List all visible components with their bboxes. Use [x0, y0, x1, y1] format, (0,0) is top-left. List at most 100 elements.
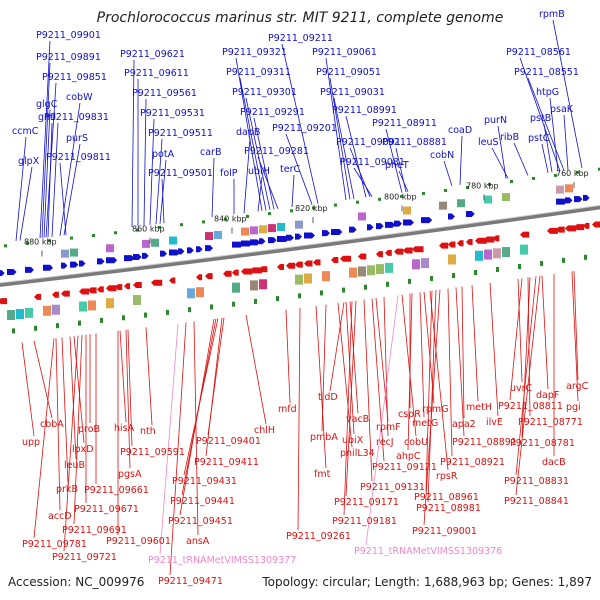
forward-gene-label-p9211-09511[interactable]: P9211_09511	[148, 128, 213, 139]
reverse-gene-label-pgsa[interactable]: pgsA	[118, 469, 142, 480]
forward-gene-label-p9211-09811[interactable]: P9211_09811	[46, 152, 111, 163]
forward-gene-label-p9211-08881[interactable]: P9211_08881	[382, 137, 447, 148]
forward-gene-label-leus[interactable]: leuS	[478, 137, 499, 148]
forward-gene-label-p9211-09621[interactable]: P9211_09621	[120, 49, 185, 60]
reverse-gene-label-tldd[interactable]: tldD	[318, 392, 338, 403]
reverse-gene-label-uvrc[interactable]: uvrC	[510, 383, 533, 394]
reverse-gene-label-upp[interactable]: upp	[22, 437, 40, 448]
reverse-gene-label-nth[interactable]: nth	[140, 426, 156, 437]
forward-gene-label-p9211-09561[interactable]: P9211_09561	[132, 88, 197, 99]
forward-gene-label-p9211-08561[interactable]: P9211_08561	[506, 47, 571, 58]
forward-gene-label-p9211-09501[interactable]: P9211_09501	[148, 168, 213, 179]
reverse-gene-label-argc[interactable]: argC	[566, 381, 589, 392]
reverse-gene-label-p9211-09441[interactable]: P9211_09441	[170, 496, 235, 507]
forward-gene-label-ribb[interactable]: ribB	[500, 132, 519, 143]
reverse-gene-label-rpmg[interactable]: rpmG	[422, 404, 449, 415]
reverse-gene-label-p9211-09261[interactable]: P9211_09261	[286, 531, 351, 542]
reverse-gene-label-mfd[interactable]: mfd	[278, 404, 297, 415]
reverse-gene-label-vacb[interactable]: vacB	[346, 414, 369, 425]
forward-gene-label-htpg[interactable]: htpG	[536, 87, 559, 98]
forward-gene-label-p9211-09831[interactable]: P9211_09831	[44, 112, 109, 123]
forward-gene-label-p9211-09091[interactable]: P9211_09091	[336, 137, 401, 148]
reverse-gene-label-p9211-09601[interactable]: P9211_09601	[106, 536, 171, 547]
reverse-gene-label-accd[interactable]: accD	[48, 511, 72, 522]
reverse-gene-label-meth[interactable]: metH	[466, 402, 492, 413]
reverse-gene-label-pnill34[interactable]: pnilL34	[340, 448, 375, 459]
forward-gene-label-p9211-09281[interactable]: P9211_09281	[244, 146, 309, 157]
forward-gene-label-cobw[interactable]: cobW	[66, 92, 93, 103]
forward-gene-label-folp[interactable]: folP	[220, 168, 238, 179]
reverse-gene-label-dacb[interactable]: dacB	[542, 457, 566, 468]
reverse-gene-label-p9211-08841[interactable]: P9211_08841	[504, 496, 569, 507]
forward-gene-label-rpmb[interactable]: rpmB	[539, 9, 565, 20]
reverse-gene-label-p9211-09691[interactable]: P9211_09691	[62, 525, 127, 536]
forward-gene-label-p9211-09081[interactable]: P9211_09081	[340, 157, 405, 168]
reverse-gene-label-prob[interactable]: proB	[78, 424, 100, 435]
reverse-gene-label-lpxd[interactable]: lpxD	[72, 444, 94, 455]
forward-gene-label-ubih[interactable]: ubiH	[248, 166, 270, 177]
forward-gene-label-p9211-08551[interactable]: P9211_08551	[514, 67, 579, 78]
forward-gene-label-p9211-08911[interactable]: P9211_08911	[372, 118, 437, 129]
reverse-gene-label-hisa[interactable]: hisA	[114, 423, 135, 434]
reverse-gene-label-pmba[interactable]: pmbA	[310, 432, 338, 443]
forward-gene-label-glpx[interactable]: glpX	[18, 156, 40, 167]
reverse-gene-label-p9211-trnametvimss1309376[interactable]: P9211_tRNAMetVIMSS1309376	[354, 546, 502, 557]
forward-gene-label-p9211-09311[interactable]: P9211_09311	[226, 67, 291, 78]
reverse-gene-label-rpsr[interactable]: rpsR	[436, 471, 458, 482]
reverse-gene-label-leub[interactable]: leuB	[64, 460, 85, 471]
forward-gene-label-carb[interactable]: carB	[200, 147, 221, 158]
forward-gene-label-p9211-09211[interactable]: P9211_09211	[268, 33, 333, 44]
forward-gene-label-pstb[interactable]: pstB	[530, 113, 551, 124]
reverse-gene-label-p9211-08961[interactable]: P9211_08961	[414, 492, 479, 503]
reverse-gene-label-p9211-09661[interactable]: P9211_09661	[84, 485, 149, 496]
reverse-gene-label-p9211-08831[interactable]: P9211_08831	[504, 476, 569, 487]
reverse-gene-label-p9211-09591[interactable]: P9211_09591	[120, 447, 185, 458]
reverse-gene-label-p9211-08771[interactable]: P9211_08771	[518, 417, 583, 428]
reverse-gene-label-rpmf[interactable]: rpmF	[376, 422, 401, 433]
reverse-gene-label-p9211-09471[interactable]: P9211_09471	[158, 576, 223, 587]
reverse-gene-label-dapf[interactable]: dapF	[536, 390, 559, 401]
forward-gene-label-p9211-09201[interactable]: P9211_09201	[272, 123, 337, 134]
forward-gene-label-psak[interactable]: psaK	[550, 104, 574, 115]
forward-gene-label-purs[interactable]: purS	[66, 133, 88, 144]
reverse-gene-label-ilve[interactable]: ilvE	[486, 417, 503, 428]
forward-gene-label-pota[interactable]: potA	[152, 149, 175, 160]
reverse-gene-label-ubix[interactable]: ubiX	[342, 435, 364, 446]
reverse-gene-label-p9211-09431[interactable]: P9211_09431	[172, 476, 237, 487]
reverse-gene-label-apa2[interactable]: apa2	[452, 419, 476, 430]
reverse-gene-label-p9211-09181[interactable]: P9211_09181	[332, 516, 397, 527]
reverse-gene-label-p9211-09171[interactable]: P9211_09171	[334, 497, 399, 508]
reverse-gene-label-pgi[interactable]: pgi	[566, 402, 581, 413]
forward-gene-label-p9211-09851[interactable]: P9211_09851	[42, 72, 107, 83]
forward-gene-label-p9211-09291[interactable]: P9211_09291	[240, 107, 305, 118]
forward-gene-label-p9211-09061[interactable]: P9211_09061	[312, 47, 377, 58]
forward-gene-label-p9211-08991[interactable]: P9211_08991	[332, 105, 397, 116]
forward-gene-label-ccmc[interactable]: ccmC	[12, 126, 39, 137]
reverse-gene-label-cspr[interactable]: cspR	[398, 409, 421, 420]
forward-gene-label-phet[interactable]: pheT	[385, 160, 409, 171]
reverse-gene-label-p9211-09411[interactable]: P9211_09411	[194, 457, 259, 468]
reverse-gene-label-p9211-09781[interactable]: P9211_09781	[22, 539, 87, 550]
reverse-gene-label-p9211-09721[interactable]: P9211_09721	[52, 552, 117, 563]
forward-gene-label-p9211-09051[interactable]: P9211_09051	[316, 67, 381, 78]
reverse-gene-label-p9211-09451[interactable]: P9211_09451	[168, 516, 233, 527]
reverse-gene-label-cbba[interactable]: cbbA	[40, 419, 64, 430]
reverse-gene-label-p9211-08891[interactable]: P9211_08891	[452, 437, 517, 448]
reverse-gene-label-p9211-09671[interactable]: P9211_09671	[74, 504, 139, 515]
forward-gene-label-cobn[interactable]: cobN	[430, 150, 454, 161]
forward-gene-label-p9211-09891[interactable]: P9211_09891	[36, 52, 101, 63]
reverse-gene-label-p9211-09131[interactable]: P9211_09131	[360, 482, 425, 493]
reverse-gene-label-cobu[interactable]: cobU	[404, 437, 428, 448]
reverse-gene-label-ansa[interactable]: ansA	[186, 536, 210, 547]
reverse-gene-label-p9211-08811[interactable]: P9211_08811	[498, 401, 563, 412]
forward-gene-label-pstc[interactable]: pstC	[528, 133, 550, 144]
reverse-gene-label-ahpc[interactable]: ahpC	[396, 451, 421, 462]
reverse-gene-label-chlh[interactable]: chlH	[254, 425, 275, 436]
forward-gene-label-coad[interactable]: coaD	[448, 125, 472, 136]
reverse-gene-label-p9211-08781[interactable]: P9211_08781	[510, 438, 575, 449]
forward-gene-label-p9211-09321[interactable]: P9211_09321	[222, 47, 287, 58]
forward-gene-label-terc[interactable]: terC	[280, 164, 300, 175]
reverse-gene-label-p9211-08981[interactable]: P9211_08981	[416, 503, 481, 514]
forward-gene-label-p9211-09611[interactable]: P9211_09611	[124, 68, 189, 79]
reverse-gene-label-prkb[interactable]: prkB	[56, 484, 78, 495]
